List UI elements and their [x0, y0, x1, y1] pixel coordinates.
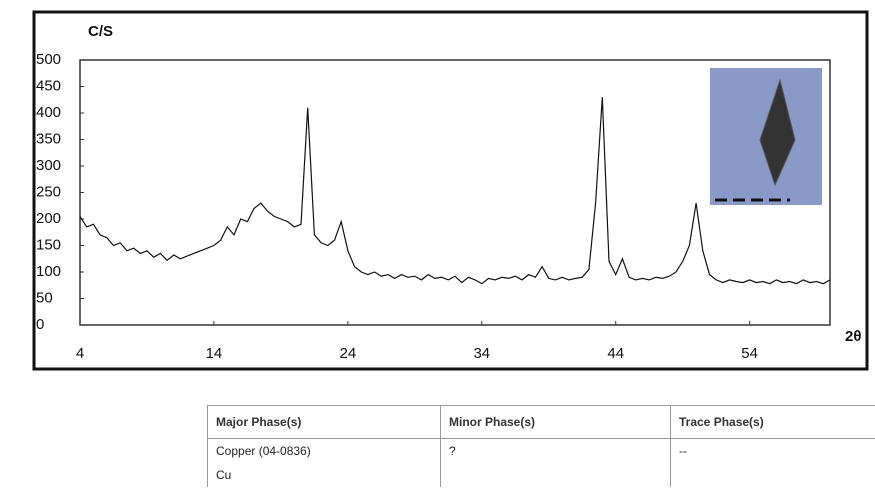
header-cell: Minor Phase(s)	[440, 405, 671, 439]
y-tick-label: 450	[36, 77, 61, 94]
header-cell: Major Phase(s)	[207, 405, 441, 439]
cell: Copper (04-0836)	[207, 438, 441, 463]
x-tick-label: 44	[607, 345, 624, 362]
y-tick-label: 150	[36, 236, 61, 253]
header-cell: Trace Phase(s)	[670, 405, 875, 439]
phase-table: Major Phase(s) Minor Phase(s) Trace Phas…	[207, 405, 875, 487]
chart: C/S 2θ 0 50 100 150 200 250 300 350 400 450 500 4 14…	[32, 10, 869, 371]
x-tick-label: 54	[741, 345, 758, 362]
chart-frame	[32, 10, 869, 371]
y-tick-label: 0	[36, 316, 44, 333]
x-tick-label: 34	[473, 345, 490, 362]
y-tick-label: 50	[36, 289, 53, 306]
y-axis-label: C/S	[88, 23, 113, 40]
y-tick-label: 250	[36, 183, 61, 200]
y-tick-label: 350	[36, 130, 61, 147]
table-row: Cu	[207, 463, 875, 487]
xrd-line	[79, 97, 831, 285]
cell	[440, 463, 671, 487]
y-tick-label: 300	[36, 157, 61, 174]
cell: Cu	[207, 463, 441, 487]
y-tick-label: 400	[36, 104, 61, 121]
cell: --	[670, 438, 875, 463]
x-axis-label: 2θ	[845, 328, 861, 345]
y-tick-label: 200	[36, 210, 61, 227]
cell: ?	[440, 438, 671, 463]
cell	[670, 463, 875, 487]
table-header: Major Phase(s) Minor Phase(s) Trace Phas…	[207, 405, 875, 439]
x-tick-label: 14	[206, 345, 223, 362]
y-tick-label: 100	[36, 263, 61, 280]
y-tick-label: 500	[36, 51, 61, 68]
x-tick-label: 4	[76, 345, 84, 362]
table-row: Copper (04-0836) ? --	[207, 438, 875, 463]
inset-photo	[710, 68, 822, 205]
x-tick-label: 24	[340, 345, 357, 362]
